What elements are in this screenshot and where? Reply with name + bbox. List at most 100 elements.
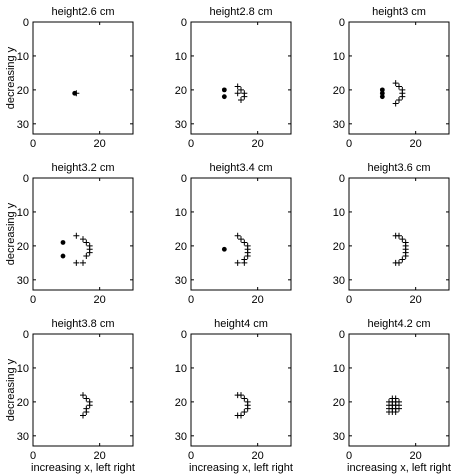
data-point-dot bbox=[221, 94, 227, 100]
data-point-plus bbox=[86, 242, 93, 249]
y-tick-label: 10 bbox=[17, 207, 29, 219]
x-tick-label: 0 bbox=[346, 294, 352, 306]
data-point-plus bbox=[244, 398, 251, 405]
axes-frame bbox=[32, 177, 134, 291]
x-tick-label: 20 bbox=[94, 294, 106, 306]
data-point-plus bbox=[86, 398, 93, 405]
x-tick-label: 0 bbox=[188, 450, 194, 462]
data-point-plus bbox=[83, 405, 90, 412]
subplot-title: height3.2 cm bbox=[52, 162, 115, 174]
data-point-plus bbox=[241, 256, 248, 263]
y-tick-label: 0 bbox=[23, 17, 29, 29]
x-tick-label: 0 bbox=[30, 450, 36, 462]
x-tick-label: 20 bbox=[252, 450, 264, 462]
x-axis-label: increasing x, left right bbox=[347, 462, 451, 474]
data-point-plus bbox=[238, 97, 244, 104]
data-point-plus bbox=[392, 395, 399, 402]
y-tick-label: 20 bbox=[333, 241, 345, 253]
data-point-plus bbox=[83, 253, 90, 260]
data-point-dot bbox=[379, 87, 385, 93]
subplot-title: height3.8 cm bbox=[52, 318, 115, 330]
data-point-plus bbox=[392, 232, 399, 239]
data-point-plus bbox=[241, 409, 248, 416]
y-tick-label: 30 bbox=[17, 119, 29, 131]
axes-frame bbox=[348, 333, 450, 447]
y-tick-label: 0 bbox=[181, 329, 187, 341]
data-point-plus bbox=[73, 90, 80, 97]
y-tick-label: 0 bbox=[181, 17, 187, 29]
y-tick-label: 10 bbox=[175, 363, 187, 375]
y-axis-label: decreasing y bbox=[5, 46, 17, 109]
x-tick-label: 20 bbox=[410, 450, 422, 462]
data-point-dot bbox=[60, 253, 66, 259]
data-point-plus bbox=[234, 83, 241, 90]
subplot-title: height4 cm bbox=[214, 318, 268, 330]
y-tick-label: 20 bbox=[17, 397, 29, 409]
y-tick-label: 30 bbox=[175, 431, 187, 443]
y-tick-label: 20 bbox=[17, 85, 29, 97]
y-tick-label: 30 bbox=[17, 431, 29, 443]
y-tick-label: 10 bbox=[175, 207, 187, 219]
subplot-title: height2.6 cm bbox=[52, 6, 115, 18]
data-point-plus bbox=[396, 259, 402, 266]
x-tick-label: 20 bbox=[410, 294, 422, 306]
data-point-plus bbox=[241, 90, 248, 97]
data-point-dot bbox=[379, 94, 385, 100]
data-point-plus bbox=[73, 232, 80, 239]
y-tick-label: 10 bbox=[17, 51, 29, 63]
data-point-plus bbox=[396, 398, 402, 405]
data-point-plus bbox=[80, 236, 86, 243]
data-point-plus bbox=[241, 239, 248, 246]
data-point-plus bbox=[399, 86, 406, 93]
y-tick-label: 10 bbox=[333, 207, 345, 219]
x-tick-label: 0 bbox=[188, 294, 194, 306]
subplot-title: height4.2 cm bbox=[368, 318, 431, 330]
x-tick-label: 20 bbox=[410, 138, 422, 150]
data-point-plus bbox=[392, 80, 399, 87]
x-axis-label: increasing x, left right bbox=[31, 462, 135, 474]
x-tick-label: 20 bbox=[252, 138, 264, 150]
data-point-plus bbox=[234, 90, 241, 97]
y-tick-label: 0 bbox=[339, 17, 345, 29]
data-point-plus bbox=[392, 100, 399, 107]
data-point-plus bbox=[83, 239, 90, 246]
axes-frame bbox=[32, 21, 134, 135]
axes-frame bbox=[32, 333, 134, 447]
y-tick-label: 20 bbox=[17, 241, 29, 253]
y-tick-label: 30 bbox=[175, 275, 187, 287]
y-tick-label: 20 bbox=[333, 85, 345, 97]
data-point-plus bbox=[234, 232, 241, 239]
data-point-plus bbox=[80, 392, 86, 399]
data-point-dot bbox=[379, 90, 385, 96]
y-tick-label: 30 bbox=[17, 275, 29, 287]
y-tick-label: 0 bbox=[339, 329, 345, 341]
y-axis-label: decreasing y bbox=[5, 202, 17, 265]
data-point-plus bbox=[244, 242, 251, 249]
axes-frame bbox=[190, 333, 292, 447]
y-tick-label: 20 bbox=[175, 85, 187, 97]
y-tick-label: 0 bbox=[339, 173, 345, 185]
y-tick-label: 20 bbox=[175, 241, 187, 253]
x-axis-label: increasing x, left right bbox=[189, 462, 293, 474]
subplot-title: height3.6 cm bbox=[368, 162, 431, 174]
x-tick-label: 20 bbox=[94, 450, 106, 462]
y-tick-label: 20 bbox=[333, 397, 345, 409]
data-point-plus bbox=[396, 83, 402, 90]
data-point-plus bbox=[402, 239, 409, 246]
data-point-plus bbox=[241, 395, 248, 402]
x-tick-label: 0 bbox=[30, 138, 36, 150]
y-tick-label: 30 bbox=[333, 431, 345, 443]
x-tick-label: 20 bbox=[94, 138, 106, 150]
data-point-plus bbox=[73, 259, 80, 266]
x-tick-label: 0 bbox=[188, 138, 194, 150]
subplot-title: height2.8 cm bbox=[210, 6, 273, 18]
axes-frame bbox=[348, 177, 450, 291]
